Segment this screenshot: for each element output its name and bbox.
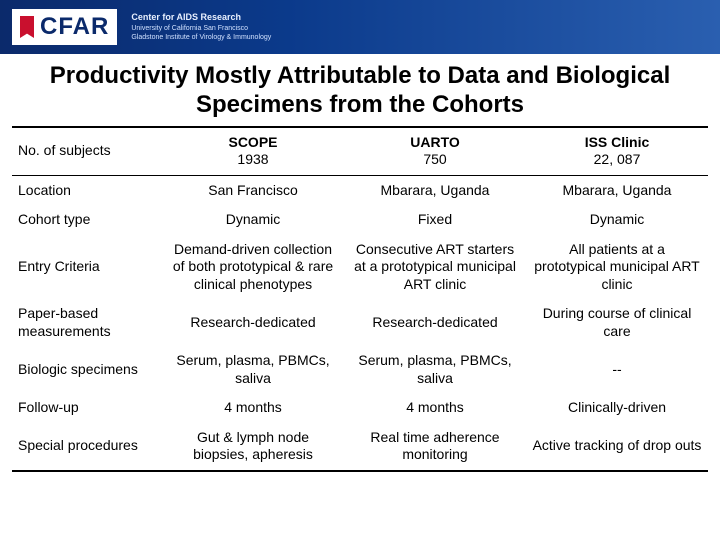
ribbon-icon bbox=[20, 16, 34, 38]
row-label: Biologic specimens bbox=[12, 346, 162, 393]
table-row: Location San Francisco Mbarara, Uganda M… bbox=[12, 175, 708, 205]
cell: Clinically-driven bbox=[526, 393, 708, 423]
cell: Mbarara, Uganda bbox=[344, 175, 526, 205]
header-col-iss: ISS Clinic 22, 087 bbox=[526, 127, 708, 176]
header-col-scope: SCOPE 1938 bbox=[162, 127, 344, 176]
cell: Demand-driven collection of both prototy… bbox=[162, 235, 344, 300]
row-label: Follow-up bbox=[12, 393, 162, 423]
header-rowlabel: No. of subjects bbox=[12, 127, 162, 176]
table-row: Special procedures Gut & lymph node biop… bbox=[12, 423, 708, 471]
col-name: UARTO bbox=[350, 134, 520, 152]
cell: Dynamic bbox=[526, 205, 708, 235]
cell: San Francisco bbox=[162, 175, 344, 205]
cell: Serum, plasma, PBMCs, saliva bbox=[162, 346, 344, 393]
header-banner: CFAR Center for AIDS Research University… bbox=[0, 0, 720, 54]
col-n: 1938 bbox=[168, 151, 338, 169]
cell: During course of clinical care bbox=[526, 299, 708, 346]
row-label: Entry Criteria bbox=[12, 235, 162, 300]
row-label: Cohort type bbox=[12, 205, 162, 235]
row-label: Paper-based measurements bbox=[12, 299, 162, 346]
table-row: Cohort type Dynamic Fixed Dynamic bbox=[12, 205, 708, 235]
cell: Serum, plasma, PBMCs, saliva bbox=[344, 346, 526, 393]
page-title: Productivity Mostly Attributable to Data… bbox=[0, 54, 720, 126]
cell: Research-dedicated bbox=[344, 299, 526, 346]
col-name: ISS Clinic bbox=[532, 134, 702, 152]
cell: -- bbox=[526, 346, 708, 393]
logo-text: CFAR bbox=[40, 13, 109, 41]
banner-sub-line2: University of California San Francisco bbox=[131, 24, 271, 33]
cell: Gut & lymph node biopsies, apheresis bbox=[162, 423, 344, 471]
cell: Dynamic bbox=[162, 205, 344, 235]
table-header-row: No. of subjects SCOPE 1938 UARTO 750 ISS… bbox=[12, 127, 708, 176]
cell: Fixed bbox=[344, 205, 526, 235]
cell: Mbarara, Uganda bbox=[526, 175, 708, 205]
banner-subtext: Center for AIDS Research University of C… bbox=[131, 12, 271, 42]
table-row: Entry Criteria Demand-driven collection … bbox=[12, 235, 708, 300]
banner-sub-line1: Center for AIDS Research bbox=[131, 12, 271, 24]
cell: 4 months bbox=[162, 393, 344, 423]
row-label: Special procedures bbox=[12, 423, 162, 471]
col-name: SCOPE bbox=[168, 134, 338, 152]
cohorts-table: No. of subjects SCOPE 1938 UARTO 750 ISS… bbox=[12, 126, 708, 472]
banner-sub-line3: Gladstone Institute of Virology & Immuno… bbox=[131, 33, 271, 42]
cell: Active tracking of drop outs bbox=[526, 423, 708, 471]
cell: Real time adherence monitoring bbox=[344, 423, 526, 471]
table-row: Follow-up 4 months 4 months Clinically-d… bbox=[12, 393, 708, 423]
logo-box: CFAR bbox=[12, 9, 117, 45]
cell: Consecutive ART starters at a prototypic… bbox=[344, 235, 526, 300]
cell: 4 months bbox=[344, 393, 526, 423]
table-row: Biologic specimens Serum, plasma, PBMCs,… bbox=[12, 346, 708, 393]
cell: All patients at a prototypical municipal… bbox=[526, 235, 708, 300]
header-col-uarto: UARTO 750 bbox=[344, 127, 526, 176]
col-n: 750 bbox=[350, 151, 520, 169]
col-n: 22, 087 bbox=[532, 151, 702, 169]
table-row: Paper-based measurements Research-dedica… bbox=[12, 299, 708, 346]
row-label: Location bbox=[12, 175, 162, 205]
cell: Research-dedicated bbox=[162, 299, 344, 346]
